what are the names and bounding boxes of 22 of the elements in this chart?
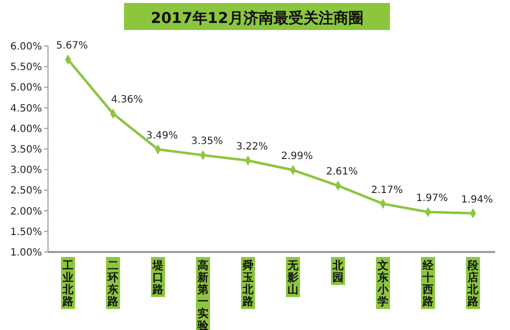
data-label: 1.94% <box>461 194 493 206</box>
y-tick-label: 3.00% <box>10 165 42 176</box>
y-tick-label: 1.00% <box>10 248 42 258</box>
y-tick-label: 6.00% <box>10 42 42 52</box>
y-tick-label: 5.00% <box>10 82 42 94</box>
y-tick-label: 4.50% <box>10 103 42 114</box>
y-tick-label: 2.00% <box>10 206 42 218</box>
data-label: 2.99% <box>281 151 313 162</box>
y-tick-label: 5.50% <box>10 62 42 74</box>
data-label: 2.61% <box>326 166 358 178</box>
data-label: 5.67% <box>56 40 88 52</box>
data-label: 2.17% <box>371 184 403 196</box>
y-tick-label: 4.00% <box>10 124 42 135</box>
data-label: 3.35% <box>191 136 223 148</box>
y-tick-label: 3.50% <box>10 144 42 156</box>
y-tick-label: 1.50% <box>10 226 42 238</box>
data-label: 3.22% <box>236 142 268 153</box>
data-label: 4.36% <box>111 94 143 106</box>
data-label: 3.49% <box>146 130 178 142</box>
data-label: 1.97% <box>416 193 448 204</box>
chart-title: 2017年12月济南最受关注商圈 <box>150 9 364 27</box>
y-tick-label: 2.50% <box>10 186 42 197</box>
